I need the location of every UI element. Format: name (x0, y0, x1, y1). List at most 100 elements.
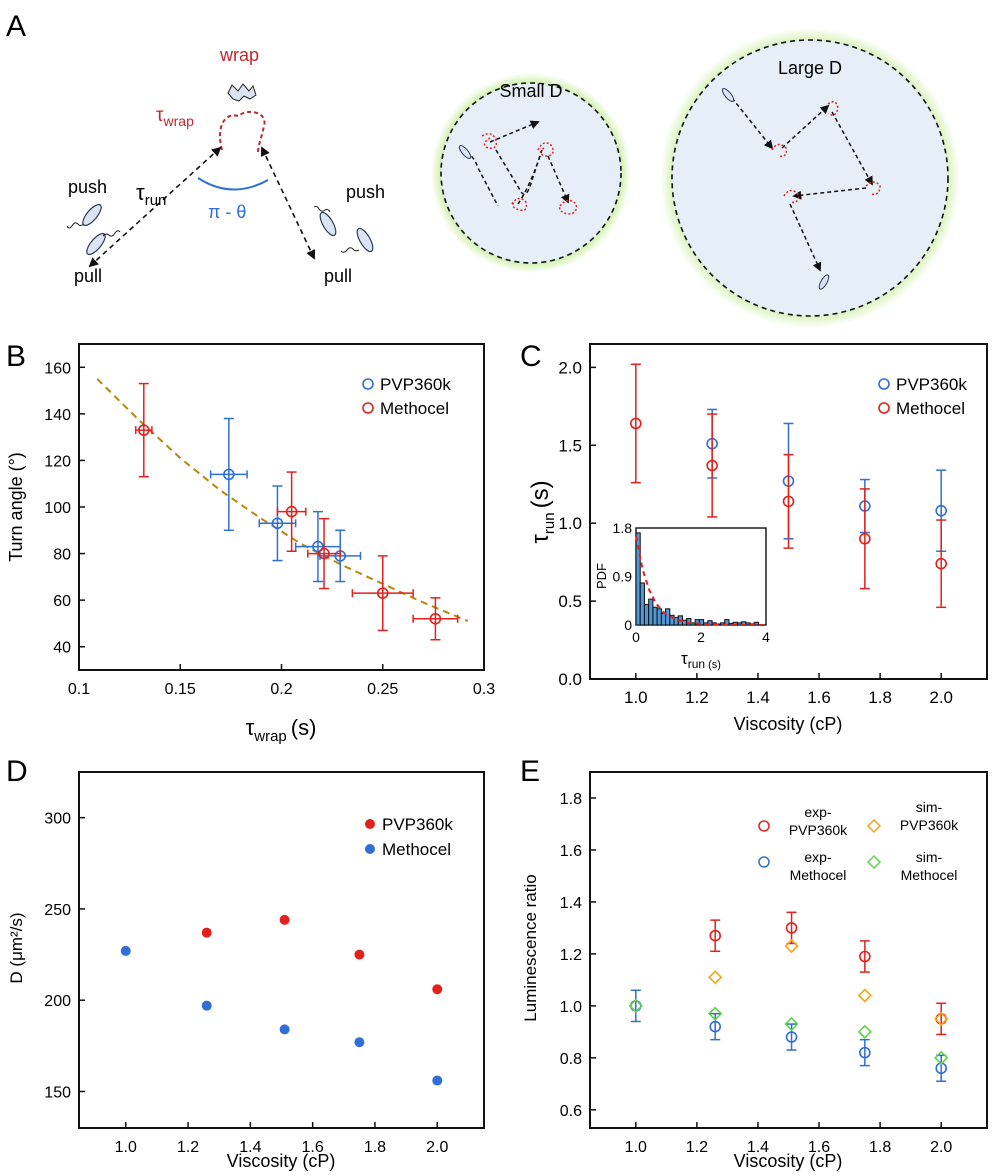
inset-y-tick-label: 1.8 (613, 520, 633, 536)
panel-c: C 1.0 1.2 1.4 1.6 1.8 2.0 0.0 0.5 1.0 1.5 2.0 τrun… (520, 340, 988, 734)
data-point-methocel (859, 532, 871, 545)
legend-marker-pvp-b (362, 378, 374, 390)
large-d-label: Large D (778, 58, 842, 78)
data-point-methocel (354, 1037, 365, 1048)
legend-marker-sim-meth-e (866, 854, 882, 870)
turn-angle-label: π - θ (208, 202, 246, 222)
small-d-cell (458, 145, 472, 159)
large-d-cell-start (721, 88, 735, 102)
data-point-sim-methocel (628, 998, 643, 1014)
y-tick-label: 1.2 (560, 947, 582, 964)
left-flagellum-pull (102, 230, 121, 237)
histogram-bar (698, 619, 705, 626)
data-point-exp-methocel (859, 1046, 871, 1059)
pull-label-left: pull (74, 266, 102, 286)
x-tick-label: 1.0 (624, 688, 648, 707)
x-tick-label: 1.4 (746, 688, 770, 707)
legend-marker-meth-b (362, 402, 374, 414)
panel-label-b: B (6, 340, 26, 373)
data-point-methocel (429, 612, 442, 625)
x-tick-label: 1.8 (868, 688, 892, 707)
data-point-sim-pvp360k (784, 938, 799, 954)
y-tick-label: 140 (44, 407, 71, 424)
histogram-bar (686, 618, 692, 626)
y-tick-label: 150 (44, 1084, 71, 1101)
push-label-right: push (346, 182, 385, 202)
axis-ticks-d: 1.0 1.2 1.4 1.6 1.8 2.0 150 200 250 300 (44, 811, 448, 1156)
y-tick-label: 2.0 (558, 358, 582, 377)
x-tick-label: 1.8 (869, 1139, 891, 1156)
data-points-e (628, 911, 949, 1082)
legend-label-exp-pvp-e: exp-PVP360k (789, 804, 848, 838)
right-cell-push (319, 211, 337, 237)
data-point-sim-pvp360k (857, 988, 872, 1003)
x-tick-label: 1.2 (686, 1139, 708, 1156)
right-cell-pull (356, 227, 374, 253)
histogram-bar (648, 598, 654, 626)
data-points-d (120, 914, 443, 1086)
data-point-sim-methocel (934, 1050, 949, 1065)
y-tick-label: 1.5 (558, 436, 582, 455)
panel-b: B 0.1 0.15 0.2 0.25 0.3 40 60 80 100 120 140 160 Tu… (6, 340, 495, 745)
panel-label-c: C (520, 340, 542, 373)
legend-marker-pvp-d (365, 819, 375, 829)
wrap-cell-icon (227, 83, 257, 102)
data-point-methocel (285, 505, 298, 518)
data-point-pvp360k (312, 540, 324, 553)
x-tick-label: 1.0 (115, 1139, 137, 1156)
y-tick-label: 1.0 (560, 999, 582, 1016)
right-flagellum-pull (340, 247, 360, 253)
y-tick-label: 40 (53, 640, 71, 657)
left-cell-push (82, 203, 102, 227)
data-point-methocel (935, 557, 947, 570)
histogram-bar (660, 612, 667, 626)
legend-label-meth-b: Methocel (380, 399, 449, 418)
x-tick-label: 0.2 (270, 681, 292, 698)
legend-label-meth-c: Methocel (896, 399, 965, 418)
run-arrow-right (260, 146, 316, 260)
data-point-pvp360k (223, 468, 235, 481)
axis-ticks-e: 1.0 1.2 1.4 1.6 1.8 2.0 0.6 0.8 1.0 1.2 1.4 1.6 1.8 (560, 791, 953, 1156)
data-point-pvp360k (279, 914, 290, 925)
legend-d: PVP360k Methocel (365, 815, 453, 859)
left-flagellum-push (66, 222, 85, 229)
panel-e: E 1.0 1.2 1.4 1.6 1.8 2.00.60.81.01.21.41.61.… (520, 755, 988, 1171)
y-tick-label: 0.5 (558, 592, 582, 611)
data-point-sim-methocel (708, 1006, 723, 1021)
y-tick-label: 0.6 (560, 1103, 582, 1120)
push-label-left: push (68, 177, 107, 197)
x-tick-label: 1.8 (364, 1139, 386, 1156)
y-tick-label: 120 (44, 453, 71, 470)
data-point-methocel (782, 495, 795, 508)
x-tick-label: 1.6 (808, 1139, 830, 1156)
inset-x-tick-label: 2 (697, 629, 705, 645)
histogram-bar (643, 604, 650, 626)
x-tick-label: 1.4 (239, 1139, 261, 1156)
large-d-cell-end (818, 274, 830, 290)
ylabel-e: Luminescence ratio (521, 874, 540, 1021)
data-point-methocel (120, 945, 131, 956)
panel-label-d: D (6, 755, 28, 788)
data-points-b (134, 382, 459, 641)
x-tick-label: 2.0 (930, 1139, 952, 1156)
data-point-sim-pvp360k (708, 970, 723, 985)
legend-label-sim-pvp-e: sim-PVP360k (900, 799, 959, 833)
legend-marker-sim-pvp-e (866, 818, 882, 834)
legend-label-pvp-d: PVP360k (382, 815, 453, 834)
panel-label-a: A (6, 10, 26, 43)
xlabel-b: τwrap (s) (246, 715, 317, 745)
x-tick-label: 1.2 (685, 688, 709, 707)
legend-marker-meth-c (878, 402, 890, 414)
ylabel-b: Turn angle (°) (6, 452, 26, 562)
y-tick-label: 250 (44, 902, 71, 919)
axis-ticks-b: 0.1 0.15 0.2 0.25 0.3 40 60 80 100 120 140 160 (44, 360, 495, 698)
large-d-circle (671, 39, 949, 317)
x-tick-label: 2.0 (426, 1139, 448, 1156)
x-tick-label: 1.6 (302, 1139, 324, 1156)
data-point-pvp360k (354, 949, 365, 960)
tau-wrap-label: τwrap (156, 105, 194, 129)
inset-xlabel: τrun (s) (681, 649, 721, 671)
y-tick-label: 100 (44, 500, 71, 517)
x-tick-label: 0.25 (367, 681, 398, 698)
data-point-methocel (706, 459, 718, 472)
